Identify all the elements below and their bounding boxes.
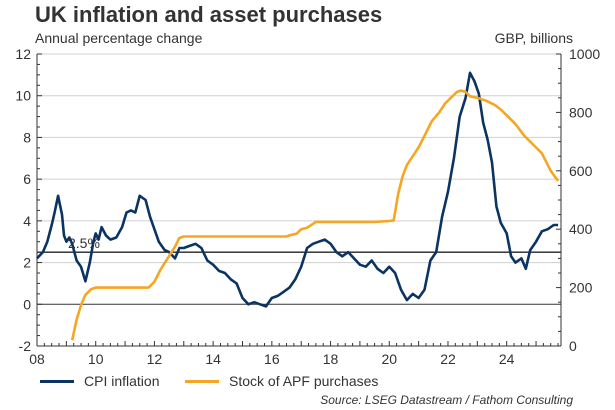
y-right-tick-label: 800 [569, 104, 593, 120]
y-right-tick-label: 0 [569, 338, 577, 354]
y-left-tick-label: 6 [23, 171, 31, 187]
y-left-tick-label: 12 [15, 46, 31, 62]
source-note: Source: LSEG Datastream / Fathom Consult… [320, 393, 573, 407]
y-left-tick-label: 10 [15, 88, 31, 104]
chart-title: UK inflation and asset purchases [35, 2, 383, 27]
y-left-tick-label: 8 [23, 129, 31, 145]
x-tick-label: 22 [440, 351, 456, 367]
x-tick-label: 10 [88, 351, 104, 367]
right-axis-label: GBP, billions [494, 30, 573, 46]
y-left-tick-label: 4 [23, 213, 31, 229]
x-tick-label: 08 [29, 351, 45, 367]
x-tick-label: 14 [205, 351, 221, 367]
legend-label-apf: Stock of APF purchases [229, 373, 379, 389]
y-left-tick-label: 2 [23, 255, 31, 271]
y-left-tick-label: -2 [19, 338, 32, 354]
legend-item-apf: Stock of APF purchases [185, 373, 378, 389]
apf-stock-line [70, 89, 560, 341]
legend-label-cpi: CPI inflation [84, 373, 160, 389]
left-axis-label: Annual percentage change [35, 30, 203, 46]
cpi-inflation-line [36, 71, 559, 308]
legend-swatch-cpi [40, 379, 74, 383]
x-tick-label: 16 [264, 351, 280, 367]
reference-line-label: 2.5% [68, 235, 100, 251]
legend-swatch-apf [185, 379, 219, 383]
y-right-tick-label: 600 [569, 163, 593, 179]
y-right-tick-label: 200 [569, 280, 593, 296]
x-tick-label: 12 [147, 351, 163, 367]
x-tick-label: 20 [381, 351, 397, 367]
x-tick-label: 18 [323, 351, 339, 367]
y-left-tick-label: 0 [23, 296, 31, 312]
y-right-tick-label: 400 [569, 221, 593, 237]
x-tick-label: 24 [499, 351, 515, 367]
y-right-tick-label: 1000 [569, 46, 600, 62]
legend-item-cpi: CPI inflation [40, 373, 159, 389]
